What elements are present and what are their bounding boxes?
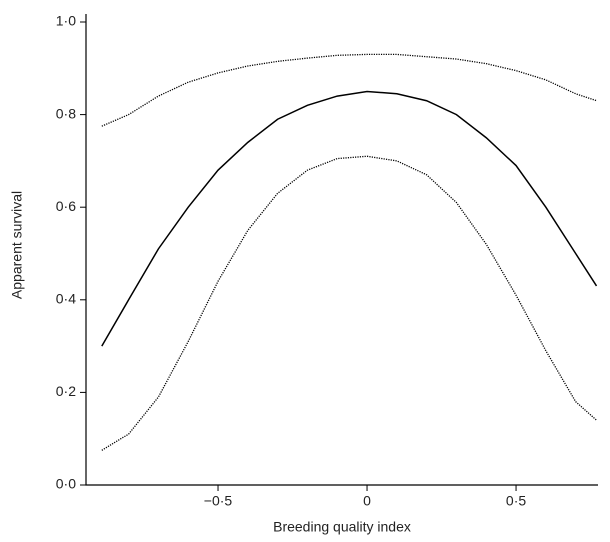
series-line <box>101 53 597 127</box>
x-tick-label: 0 <box>363 493 371 509</box>
y-tick-label: 0·0 <box>56 476 76 492</box>
y-tick-label: 0·2 <box>56 383 76 399</box>
y-tick-label: 1·0 <box>56 13 76 29</box>
x-tick-label: −0·5 <box>204 493 233 509</box>
x-tick-label: 0·5 <box>506 493 526 509</box>
series-line <box>101 90 598 347</box>
x-axis-label: Breeding quality index <box>273 519 411 535</box>
y-tick-label: 0·8 <box>56 105 76 121</box>
axes <box>85 14 598 486</box>
series-line <box>101 155 597 451</box>
y-tick-label: 0·6 <box>56 198 76 214</box>
y-tick-label: 0·4 <box>56 291 76 307</box>
y-axis-label: Apparent survival <box>9 191 25 299</box>
